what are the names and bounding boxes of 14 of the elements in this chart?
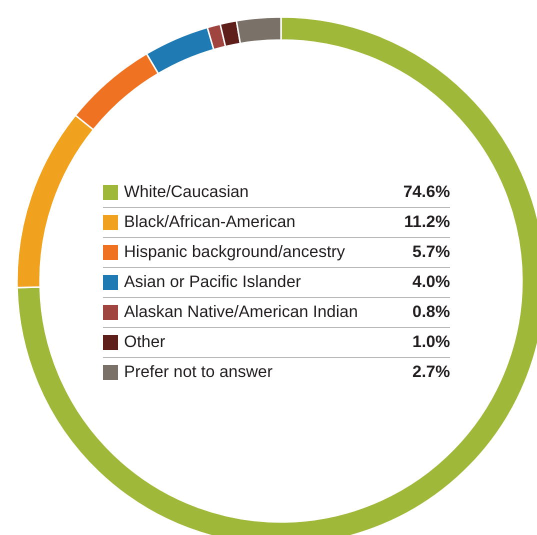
data-label: 1.0% <box>412 333 450 352</box>
data-label: 2.7% <box>412 363 450 382</box>
legend-label: Hispanic background/ancestry <box>124 243 346 262</box>
data-label: 74.6% <box>403 183 450 202</box>
legend-label: Alaskan Native/American Indian <box>124 303 359 322</box>
legend-label: Prefer not to answer <box>124 363 274 382</box>
legend-label: White/Caucasian <box>124 183 250 202</box>
data-label: 0.8% <box>412 303 450 322</box>
legend-label: Asian or Pacific Islander <box>124 273 302 292</box>
legend-label: Other <box>124 333 166 352</box>
data-label: 5.7% <box>412 243 450 262</box>
legend-label: Black/African-American <box>124 213 296 232</box>
data-label: 4.0% <box>412 273 450 292</box>
data-label: 11.2% <box>404 213 450 232</box>
